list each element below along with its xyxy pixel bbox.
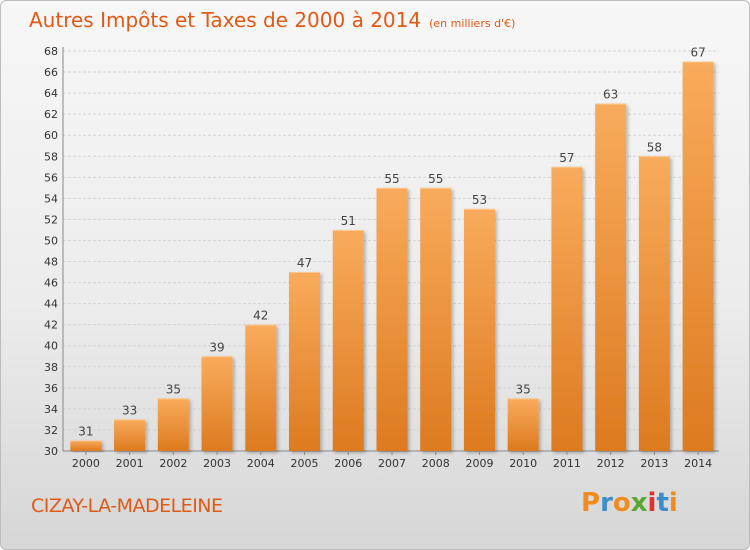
logo-letter: i — [668, 488, 678, 518]
data-label: 31 — [78, 424, 93, 438]
x-tick-label: 2007 — [378, 457, 406, 470]
logo-letter: x — [630, 488, 648, 518]
data-label: 57 — [559, 151, 574, 165]
data-label: 35 — [516, 382, 531, 396]
x-tick-label: 2004 — [247, 457, 275, 470]
y-tick-label: 30 — [44, 445, 58, 458]
y-tick-labels: 30 32 34 36 38 40 42 44 46 48 50 52 54 56 58 60 62 64 66 68 — [44, 45, 58, 458]
chart-title: Autres Impôts et Taxes de 2000 à 2014 (en… — [29, 8, 515, 32]
y-tick-label: 52 — [44, 213, 58, 226]
x-tick-label: 2012 — [597, 457, 625, 470]
y-tick-label: 36 — [44, 382, 58, 395]
y-tick-label: 42 — [44, 319, 58, 332]
y-tick-label: 44 — [44, 298, 58, 311]
logo-letter: i — [647, 488, 657, 518]
logo-letter: r — [600, 488, 613, 518]
data-label: 53 — [472, 193, 487, 207]
data-label: 42 — [253, 309, 268, 323]
bar — [551, 166, 583, 451]
bar — [420, 187, 452, 451]
y-tick-label: 38 — [44, 361, 58, 374]
y-tick-label: 68 — [44, 45, 58, 58]
bar — [245, 324, 277, 451]
bar — [201, 356, 233, 451]
proxiti-logo: Proxiti — [581, 488, 678, 518]
data-label: 51 — [341, 214, 356, 228]
bars — [70, 61, 714, 452]
title-unit: (en milliers d'€) — [429, 17, 516, 30]
data-labels: 31 33 35 39 42 47 51 55 55 53 35 57 63 58 67 — [78, 46, 706, 439]
x-tick-label: 2002 — [159, 457, 187, 470]
x-tick-label: 2005 — [291, 457, 319, 470]
data-label: 55 — [428, 172, 443, 186]
x-tick-label: 2010 — [509, 457, 537, 470]
y-tick-label: 48 — [44, 256, 58, 269]
x-tick-label: 2009 — [465, 457, 493, 470]
bar — [70, 440, 102, 451]
x-tick-label: 2006 — [334, 457, 362, 470]
bar — [595, 103, 627, 451]
y-tick-label: 54 — [44, 192, 58, 205]
data-label: 67 — [690, 46, 705, 60]
data-label: 58 — [647, 140, 662, 154]
bar — [332, 229, 364, 451]
bar — [376, 187, 408, 451]
bar — [638, 156, 670, 451]
logo-letter: t — [656, 488, 669, 518]
y-tick-label: 32 — [44, 424, 58, 437]
bar — [682, 61, 714, 452]
bar — [507, 398, 539, 451]
x-tick-labels: 2000 2001 2002 2003 2004 2005 2006 2007 2008 2009… — [72, 451, 712, 470]
data-label: 33 — [122, 403, 137, 417]
bar — [114, 419, 146, 451]
data-label: 55 — [384, 172, 399, 186]
x-tick-label: 2001 — [116, 457, 144, 470]
y-tick-label: 64 — [44, 87, 58, 100]
logo-letter: o — [612, 488, 631, 518]
x-tick-label: 2011 — [553, 457, 581, 470]
logo-letter: P — [581, 488, 601, 518]
x-tick-label: 2003 — [203, 457, 231, 470]
title-text: Autres Impôts et Taxes de 2000 à 2014 — [29, 8, 422, 32]
bar — [289, 272, 321, 451]
y-tick-label: 40 — [44, 340, 58, 353]
y-tick-label: 60 — [44, 129, 58, 142]
y-tick-label: 56 — [44, 171, 58, 184]
data-label: 35 — [166, 382, 181, 396]
bar — [157, 398, 189, 451]
y-tick-label: 66 — [44, 66, 58, 79]
y-tick-label: 46 — [44, 277, 58, 290]
data-label: 47 — [297, 256, 312, 270]
bar — [463, 208, 495, 451]
data-label: 39 — [209, 340, 224, 354]
commune-name: CIZAY-LA-MADELEINE — [31, 495, 223, 517]
x-tick-label: 2008 — [422, 457, 450, 470]
x-tick-label: 2013 — [640, 457, 668, 470]
y-tick-label: 62 — [44, 108, 58, 121]
y-tick-label: 34 — [44, 403, 58, 416]
x-tick-label: 2014 — [684, 457, 712, 470]
y-tick-label: 58 — [44, 150, 58, 163]
x-tick-label: 2000 — [72, 457, 100, 470]
y-tick-label: 50 — [44, 234, 58, 247]
data-label: 63 — [603, 88, 618, 102]
